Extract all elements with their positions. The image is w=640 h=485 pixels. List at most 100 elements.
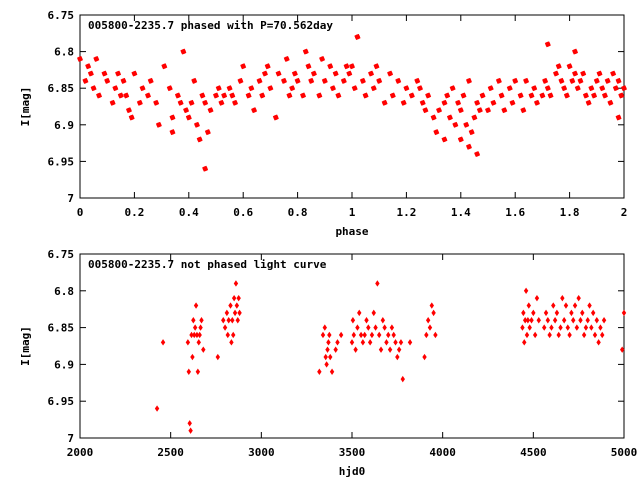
data-point	[215, 85, 222, 92]
data-point	[343, 63, 350, 70]
data-point	[471, 114, 478, 121]
plot-frame	[79, 253, 625, 439]
data-point	[366, 324, 371, 331]
data-point	[542, 324, 547, 331]
data-point	[396, 346, 402, 353]
data-point	[221, 92, 228, 99]
data-point	[599, 85, 606, 92]
x-tick-label: 2500	[157, 446, 184, 459]
data-point	[474, 99, 481, 106]
data-point	[231, 331, 236, 339]
data-point	[501, 107, 508, 114]
data-point	[544, 41, 551, 48]
data-point	[139, 85, 146, 92]
data-point	[612, 85, 619, 92]
data-point	[145, 92, 151, 99]
data-point	[457, 136, 464, 143]
x-tick-label: 0.4	[179, 206, 199, 219]
data-point	[187, 420, 192, 427]
data-point	[560, 294, 565, 302]
data-point	[558, 77, 565, 84]
data-point	[328, 353, 333, 361]
data-point	[393, 339, 398, 346]
data-point	[600, 331, 605, 339]
data-point	[558, 324, 563, 331]
data-point	[198, 324, 203, 331]
y-tick-label: 6.9	[54, 119, 74, 132]
data-point	[215, 353, 221, 361]
data-point	[588, 85, 595, 92]
data-point	[552, 317, 558, 324]
data-point	[589, 324, 594, 331]
data-point	[555, 63, 562, 70]
data-point	[376, 77, 383, 84]
data-point	[433, 331, 438, 339]
data-point	[553, 70, 559, 77]
data-point	[349, 63, 355, 70]
y-tick-label: 7	[67, 192, 74, 205]
chart-title: 005800-2235.7 phased with P=70.562day	[88, 19, 333, 32]
data-point	[335, 339, 340, 346]
data-point	[569, 77, 576, 84]
data-point	[615, 77, 622, 84]
data-point	[427, 324, 433, 331]
y-axis-label: I[mag]	[19, 326, 32, 366]
data-point	[561, 317, 567, 324]
data-point	[495, 77, 502, 84]
data-point	[190, 353, 195, 361]
data-point	[358, 331, 364, 339]
data-point	[425, 317, 431, 324]
x-tick-label: 1.6	[505, 206, 525, 219]
data-point	[460, 92, 467, 99]
data-point	[218, 99, 225, 106]
data-point	[542, 77, 549, 84]
data-point	[160, 339, 166, 346]
y-tick-label: 6.9	[54, 358, 74, 371]
data-point	[549, 324, 554, 331]
data-point	[320, 331, 326, 339]
data-point	[221, 317, 226, 324]
data-point	[433, 129, 440, 136]
data-point	[202, 165, 209, 172]
data-point	[283, 55, 290, 62]
data-point	[317, 368, 322, 375]
data-point	[77, 55, 83, 62]
data-point	[580, 70, 587, 77]
data-point	[577, 77, 584, 84]
data-point	[532, 331, 538, 339]
data-point	[226, 85, 233, 92]
data-point	[615, 114, 622, 121]
data-point	[327, 331, 332, 339]
data-point	[232, 99, 238, 106]
data-point	[463, 121, 470, 128]
data-point	[240, 63, 247, 70]
data-point	[155, 121, 162, 128]
data-point	[375, 280, 380, 287]
data-point	[123, 92, 130, 99]
data-point	[567, 331, 572, 339]
data-point	[192, 331, 197, 339]
data-point	[441, 99, 448, 106]
data-point	[391, 331, 396, 339]
data-point	[554, 309, 560, 317]
data-point	[308, 77, 315, 84]
data-point	[506, 85, 513, 92]
data-point	[326, 339, 331, 346]
data-point	[251, 107, 258, 114]
data-point	[373, 63, 380, 70]
data-point	[602, 92, 608, 99]
x-tick-label: 0.6	[233, 206, 253, 219]
data-point	[610, 70, 617, 77]
data-point	[556, 331, 561, 339]
data-point	[169, 129, 176, 136]
data-point	[468, 129, 475, 136]
data-point	[82, 77, 89, 84]
data-point	[197, 331, 202, 339]
data-point	[429, 302, 434, 309]
data-point	[587, 302, 592, 309]
data-point	[601, 317, 607, 324]
data-point	[235, 317, 240, 324]
data-point	[186, 368, 191, 375]
